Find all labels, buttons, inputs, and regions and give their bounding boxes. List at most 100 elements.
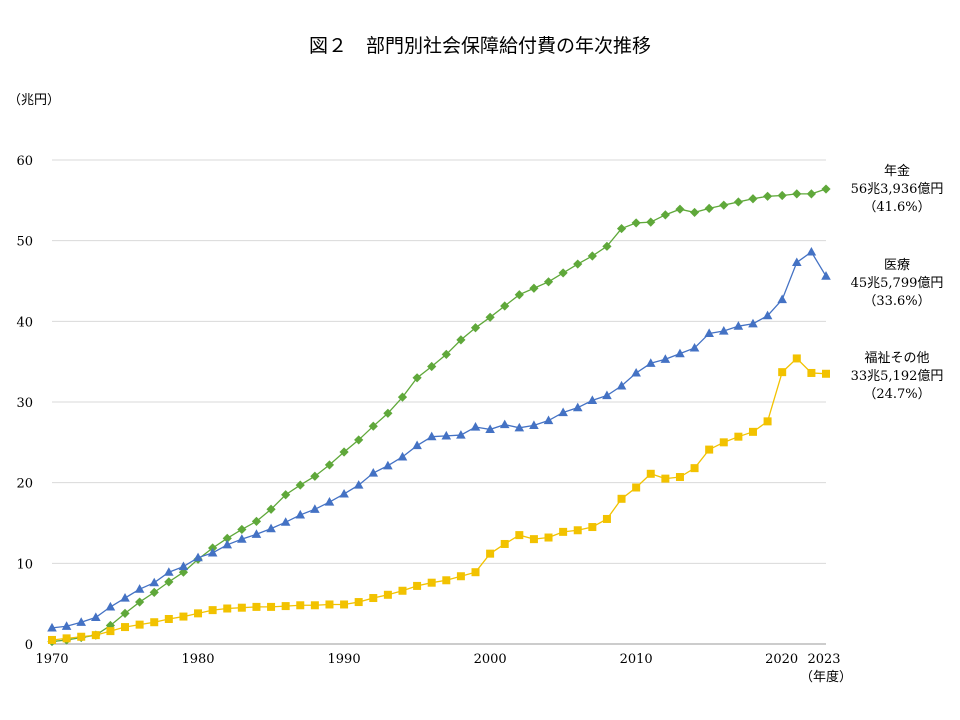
data-point-medical (441, 430, 452, 440)
data-point-welfare (734, 432, 743, 441)
data-point-medical (193, 552, 203, 562)
data-point-medical (733, 321, 744, 330)
data-point-medical (558, 407, 568, 417)
y-tick-label: 10 (16, 557, 33, 572)
data-point-welfare (617, 494, 626, 503)
data-point-pension (500, 301, 510, 311)
data-point-welfare (456, 572, 465, 581)
data-point-welfare (223, 604, 232, 613)
data-point-welfare (91, 631, 100, 640)
data-point-welfare (369, 594, 378, 603)
data-point-medical (251, 529, 262, 538)
data-point-pension (281, 490, 291, 500)
data-point-medical (602, 390, 612, 400)
x-axis-unit-label: （年度） (800, 669, 852, 685)
data-point-welfare (62, 634, 71, 643)
data-point-medical (120, 593, 130, 602)
x-tick-label: 2000 (474, 652, 507, 667)
data-point-medical (397, 451, 408, 461)
data-point-medical (310, 504, 320, 513)
data-point-medical (499, 419, 510, 429)
x-tick-label: 1970 (35, 652, 68, 667)
data-point-pension (397, 392, 408, 402)
data-point-medical (791, 257, 802, 267)
data-point-medical (514, 422, 525, 432)
data-point-medical (134, 584, 145, 593)
data-point-welfare (632, 483, 641, 492)
data-point-pension (135, 597, 145, 607)
data-point-welfare (252, 602, 261, 611)
data-point-medical (587, 395, 598, 404)
annotation-medical: 医療 (884, 258, 910, 273)
data-point-welfare (675, 473, 684, 482)
gridlines (52, 159, 826, 645)
data-point-pension (543, 277, 554, 287)
data-point-welfare (267, 602, 276, 611)
y-axis-unit-label: （兆円） (8, 93, 60, 108)
data-point-pension (558, 268, 568, 278)
x-tick-label: 2010 (620, 652, 653, 667)
data-point-medical (76, 617, 87, 626)
data-point-welfare (544, 533, 553, 542)
y-tick-label: 40 (16, 315, 33, 330)
data-point-pension (821, 184, 831, 194)
data-point-welfare (194, 609, 203, 618)
data-point-medical (529, 420, 539, 429)
data-point-pension (529, 283, 539, 293)
data-point-welfare (121, 623, 130, 632)
data-point-pension (616, 223, 627, 234)
data-point-welfare (77, 632, 86, 641)
data-point-welfare (559, 527, 568, 536)
data-point-medical (412, 440, 422, 450)
data-point-welfare (763, 417, 772, 426)
annotation-welfare: 33兆5,192億円 (851, 368, 944, 384)
data-point-pension (733, 197, 743, 207)
data-point-medical (368, 467, 379, 477)
data-point-medical (383, 460, 393, 470)
x-tick-label: 1990 (328, 652, 361, 667)
data-point-welfare (646, 469, 655, 478)
data-point-welfare (310, 601, 319, 610)
chart-title: 図２ 部門別社会保障給付費の年次推移 (309, 35, 651, 57)
data-point-medical (660, 354, 671, 363)
data-point-welfare (500, 539, 509, 548)
data-point-medical (631, 367, 641, 377)
data-point-medical (207, 547, 218, 557)
data-point-pension (441, 349, 451, 360)
annotation-pension: 56兆3,936億円 (851, 181, 944, 197)
data-point-pension (237, 524, 247, 535)
data-point-pension (485, 312, 495, 322)
data-point-welfare (164, 614, 173, 623)
data-point-pension (324, 460, 335, 470)
x-tick-label: 1980 (181, 652, 214, 667)
data-point-welfare (471, 568, 480, 577)
annotation-medical: （33.6%） (863, 294, 930, 309)
data-point-pension (149, 587, 159, 597)
data-point-welfare (106, 627, 115, 636)
data-point-welfare (515, 531, 524, 540)
annotation-medical: 45兆5,799億円 (851, 275, 944, 291)
data-point-welfare (588, 523, 597, 532)
data-point-welfare (150, 618, 159, 627)
data-point-welfare (296, 601, 305, 610)
series-annotations: 年金 56兆3,936億円 （41.6%） 医療 45兆5,799億円 （33.6%） 福祉… (851, 163, 944, 402)
data-point-pension (514, 290, 524, 300)
data-point-pension (383, 408, 393, 418)
data-point-pension (266, 504, 276, 514)
data-point-pension (748, 194, 758, 204)
data-point-medical (762, 310, 773, 320)
data-point-medical (178, 561, 189, 571)
data-point-welfare (529, 535, 538, 544)
data-point-pension (777, 190, 787, 201)
data-point-pension (251, 516, 262, 526)
y-tick-label: 30 (16, 396, 33, 411)
y-tick-label: 60 (16, 154, 33, 169)
data-point-pension (354, 435, 364, 445)
data-point-welfare (398, 586, 407, 595)
data-point-welfare (719, 438, 728, 447)
data-point-pension (631, 218, 641, 228)
data-point-welfare (807, 368, 816, 377)
y-tick-label: 0 (25, 638, 33, 653)
data-point-pension (646, 217, 656, 227)
